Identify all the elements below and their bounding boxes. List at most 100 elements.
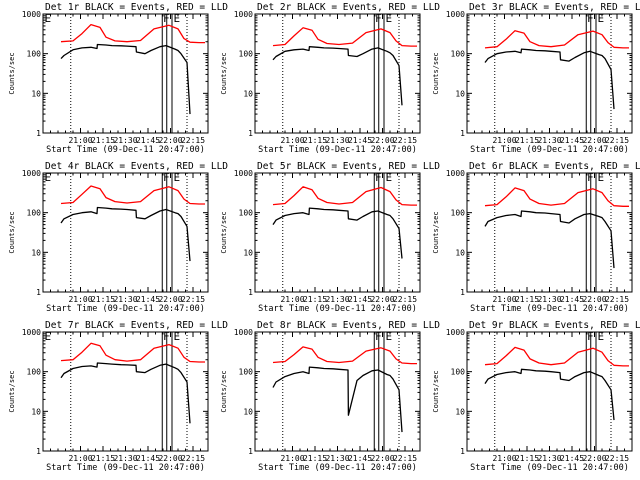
panel-title: Det 4r BLACK = Events, RED = LLD	[45, 161, 228, 172]
y-axis-label: Counts/sec	[220, 52, 228, 94]
y-tick-label: 10	[243, 407, 253, 416]
y-tick-label: 100	[27, 50, 42, 59]
y-axis-label: Counts/sec	[432, 370, 440, 412]
y-tick-label: 10	[31, 248, 41, 257]
x-tick-label: 21:00	[492, 295, 516, 304]
x-tick-label: 21:45	[560, 295, 584, 304]
x-tick-label: 22:15	[181, 295, 205, 304]
y-tick-label: 10	[455, 89, 465, 98]
series-black-line	[60, 43, 191, 115]
series-red-line	[272, 27, 417, 47]
detector-panel-6: Det 6r BLACK = Events, RED = LLD 1 10 100 10…	[432, 161, 640, 314]
x-tick-label: 21:15	[515, 454, 539, 463]
x-axis-label: Start Time (09-Dec-11 20:47:00)	[258, 463, 417, 473]
flag-label: E	[598, 171, 605, 184]
x-tick-label: 21:30	[325, 136, 349, 145]
flag-label: F	[163, 171, 170, 184]
y-axis-label: Counts/sec	[8, 52, 16, 94]
flag-label: F	[163, 12, 170, 25]
series-red-line	[272, 186, 417, 206]
x-axis-label: Start Time (09-Dec-11 20:47:00)	[470, 463, 629, 473]
plot-frame	[254, 172, 421, 293]
y-tick-label: 1000	[446, 169, 465, 178]
flag-label: F	[375, 171, 382, 184]
flag-label: E	[174, 171, 181, 184]
x-tick-label: 21:00	[280, 295, 304, 304]
y-tick-label: 1000	[22, 328, 41, 337]
y-tick-label: 10	[455, 407, 465, 416]
panel-title: Det 1r BLACK = Events, RED = LLD	[45, 2, 228, 13]
y-axis-label: Counts/sec	[8, 370, 16, 412]
y-tick-label: 1000	[234, 10, 253, 19]
x-tick-label: 21:15	[515, 136, 539, 145]
y-tick-label: 1	[248, 129, 253, 138]
series-black-line	[484, 368, 615, 421]
x-tick-label: 21:00	[280, 454, 304, 463]
y-tick-label: 1	[36, 129, 41, 138]
series-red-line	[60, 185, 205, 205]
flag-label: E	[45, 330, 52, 343]
y-tick-label: 10	[455, 248, 465, 257]
x-tick-label: 21:30	[113, 454, 137, 463]
x-tick-label: 22:00	[158, 136, 182, 145]
y-axis-label: Counts/sec	[8, 211, 16, 253]
x-axis-label: Start Time (09-Dec-11 20:47:00)	[258, 145, 417, 155]
x-tick-label: 22:00	[158, 454, 182, 463]
y-tick-label: 1	[36, 288, 41, 297]
flag-label: E	[386, 171, 393, 184]
y-tick-label: 100	[239, 368, 254, 377]
x-tick-label: 21:00	[68, 295, 92, 304]
flag-label: F	[375, 330, 382, 343]
plot-frame	[466, 172, 633, 293]
plot-frame	[466, 331, 633, 452]
flag-label: E	[174, 12, 181, 25]
series-black-line	[60, 206, 191, 262]
detector-panel-8: Det 8r BLACK = Events, RED = LLD 1 10 100 10…	[220, 320, 440, 473]
x-tick-label: 22:00	[370, 136, 394, 145]
y-tick-label: 1000	[234, 328, 253, 337]
series-red-line	[60, 23, 205, 44]
y-axis-label: Counts/sec	[220, 211, 228, 253]
series-black-line	[272, 207, 403, 259]
flag-label: F	[587, 12, 594, 25]
panel-title: Det 7r BLACK = Events, RED = LLD	[45, 320, 228, 331]
x-tick-label: 21:00	[492, 454, 516, 463]
y-tick-label: 1	[248, 447, 253, 456]
x-tick-label: 21:45	[136, 136, 160, 145]
x-axis-label: Start Time (09-Dec-11 20:47:00)	[46, 463, 205, 473]
x-tick-label: 21:45	[560, 136, 584, 145]
x-axis-label: Start Time (09-Dec-11 20:47:00)	[258, 304, 417, 314]
detector-panel-4: Det 4r BLACK = Events, RED = LLD 1 10 100 10…	[8, 161, 228, 314]
x-tick-label: 22:00	[582, 295, 606, 304]
x-tick-label: 21:30	[537, 295, 561, 304]
plot-frame	[254, 331, 421, 452]
flag-label: E	[174, 330, 181, 343]
y-axis-label: Counts/sec	[220, 370, 228, 412]
x-tick-label: 21:15	[303, 136, 327, 145]
y-axis-label: Counts/sec	[432, 211, 440, 253]
y-tick-label: 1	[248, 288, 253, 297]
y-axis-label: Counts/sec	[432, 52, 440, 94]
y-tick-label: 1	[460, 447, 465, 456]
y-tick-label: 10	[31, 89, 41, 98]
detector-panel-2: Det 2r BLACK = Events, RED = LLD 1 10 100 10…	[220, 2, 440, 155]
series-red-line	[60, 342, 205, 363]
x-tick-label: 21:30	[537, 454, 561, 463]
x-axis-label: Start Time (09-Dec-11 20:47:00)	[46, 145, 205, 155]
x-tick-label: 21:15	[91, 295, 115, 304]
plot-frame	[42, 13, 209, 134]
panel-title: Det 9r BLACK = Events, RED = LLD	[469, 320, 640, 331]
panel-title: Det 8r BLACK = Events, RED = LLD	[257, 320, 440, 331]
x-tick-label: 21:30	[113, 136, 137, 145]
series-red-line	[272, 346, 417, 365]
x-tick-label: 22:00	[158, 295, 182, 304]
x-tick-label: 22:15	[393, 454, 417, 463]
y-tick-label: 100	[451, 50, 466, 59]
series-red-line	[484, 187, 629, 207]
x-tick-label: 21:45	[136, 295, 160, 304]
y-tick-label: 1	[460, 129, 465, 138]
x-tick-label: 22:15	[605, 136, 629, 145]
x-tick-label: 21:30	[113, 295, 137, 304]
x-axis-label: Start Time (09-Dec-11 20:47:00)	[470, 304, 629, 314]
